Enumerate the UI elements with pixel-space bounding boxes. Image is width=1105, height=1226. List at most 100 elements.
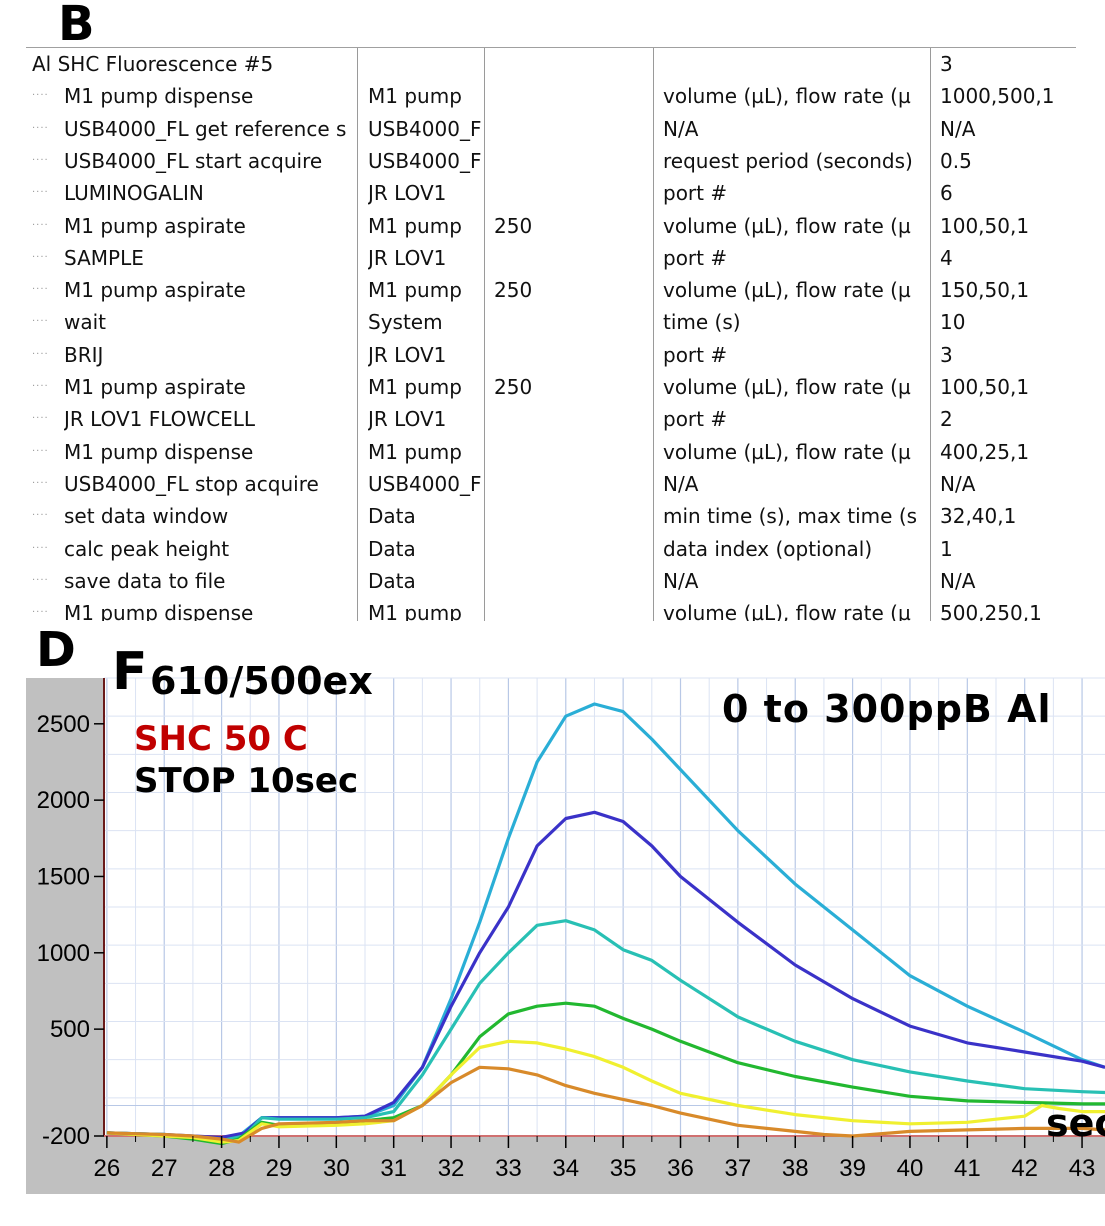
device-cell[interactable]: Data bbox=[368, 568, 416, 593]
sequence-row[interactable]: ···· M1 pump aspirate M1 pump 250 volume (µL… bbox=[26, 210, 1076, 242]
value-cell[interactable]: 2 bbox=[940, 407, 953, 432]
sequence-row[interactable]: ···· USB4000_FL start acquire USB4000_F req… bbox=[26, 145, 1076, 177]
value-cell[interactable]: 10 bbox=[940, 310, 966, 335]
param-name-cell[interactable]: volume (µL), flow rate (µ bbox=[663, 439, 911, 464]
device-cell[interactable]: M1 pump bbox=[368, 278, 462, 303]
param-cell[interactable] bbox=[494, 500, 654, 532]
param-cell[interactable] bbox=[494, 533, 654, 565]
value-cell[interactable]: 0.5 bbox=[940, 148, 972, 173]
step-name-cell[interactable]: M1 pump dispense bbox=[64, 439, 254, 464]
sequence-row[interactable]: ···· USB4000_FL stop acquire USB4000_F N/A N… bbox=[26, 468, 1076, 500]
param-cell[interactable] bbox=[494, 306, 654, 338]
device-cell[interactable]: JR LOV1 bbox=[368, 245, 447, 270]
device-cell[interactable]: M1 pump bbox=[368, 601, 462, 621]
param-name-cell[interactable]: time (s) bbox=[663, 310, 741, 335]
device-cell[interactable]: M1 pump bbox=[368, 375, 462, 399]
value-cell[interactable]: 500,250,1 bbox=[940, 601, 1042, 621]
step-name-cell[interactable]: M1 pump dispense bbox=[64, 84, 254, 109]
sequence-grid[interactable]: Al SHC Fluorescence #5 3 ···· M1 pump dispe… bbox=[26, 47, 1076, 621]
step-name-cell[interactable]: SAMPLE bbox=[64, 245, 144, 270]
param-cell[interactable] bbox=[494, 403, 654, 435]
param-cell[interactable] bbox=[494, 48, 654, 80]
sequence-row[interactable]: ···· wait System time (s) 10 bbox=[26, 306, 1076, 338]
value-cell[interactable]: 400,25,1 bbox=[940, 439, 1030, 464]
device-cell[interactable]: M1 pump bbox=[368, 84, 462, 109]
sequence-row[interactable]: ···· SAMPLE JR LOV1 port # 4 bbox=[26, 242, 1076, 274]
param-name-cell[interactable]: volume (µL), flow rate (µ bbox=[663, 278, 911, 303]
value-cell[interactable]: 3 bbox=[940, 52, 953, 76]
value-cell[interactable]: 100,50,1 bbox=[940, 375, 1030, 399]
param-name-cell[interactable]: N/A bbox=[663, 471, 699, 496]
param-name-cell[interactable]: port # bbox=[663, 181, 728, 206]
param-name-cell[interactable]: port # bbox=[663, 245, 728, 270]
param-cell[interactable] bbox=[494, 177, 654, 209]
step-name-cell[interactable]: LUMINOGALIN bbox=[64, 181, 204, 206]
device-cell[interactable]: Data bbox=[368, 536, 416, 561]
sequence-row[interactable]: ···· calc peak height Data data index (opti… bbox=[26, 533, 1076, 565]
sequence-row[interactable]: ···· save data to file Data N/A N/A bbox=[26, 565, 1076, 597]
value-cell[interactable]: N/A bbox=[940, 471, 976, 496]
step-name-cell[interactable]: USB4000_FL start acquire bbox=[64, 148, 323, 173]
value-cell[interactable]: 3 bbox=[940, 342, 953, 367]
step-name-cell[interactable]: M1 pump aspirate bbox=[64, 375, 246, 399]
param-cell[interactable] bbox=[494, 565, 654, 597]
param-cell[interactable] bbox=[494, 113, 654, 145]
param-cell[interactable] bbox=[494, 339, 654, 371]
param-name-cell[interactable]: data index (optional) bbox=[663, 536, 873, 561]
sequence-row[interactable]: ···· LUMINOGALIN JR LOV1 port # 6 bbox=[26, 177, 1076, 209]
sequence-row[interactable]: ···· USB4000_FL get reference s USB4000_F N… bbox=[26, 113, 1076, 145]
sequence-row[interactable]: ···· BRIJ JR LOV1 port # 3 bbox=[26, 339, 1076, 371]
value-cell[interactable]: 100,50,1 bbox=[940, 213, 1030, 238]
step-name-cell[interactable]: JR LOV1 FLOWCELL bbox=[64, 407, 256, 432]
column-divider[interactable] bbox=[357, 48, 358, 621]
step-name-cell[interactable]: calc peak height bbox=[64, 536, 230, 561]
value-cell[interactable]: 6 bbox=[940, 181, 953, 206]
step-name-cell[interactable]: save data to file bbox=[64, 568, 226, 593]
step-name-cell[interactable]: M1 pump aspirate bbox=[64, 278, 246, 303]
step-name-cell[interactable]: set data window bbox=[64, 504, 229, 529]
value-cell[interactable]: 150,50,1 bbox=[940, 278, 1030, 303]
param-name-cell[interactable]: volume (µL), flow rate (µ bbox=[663, 601, 911, 621]
param-name-cell[interactable]: port # bbox=[663, 342, 728, 367]
value-cell[interactable]: 1000,500,1 bbox=[940, 84, 1055, 109]
value-cell[interactable]: 32,40,1 bbox=[940, 504, 1017, 529]
device-cell[interactable]: JR LOV1 bbox=[368, 181, 447, 206]
device-cell[interactable]: USB4000_F bbox=[368, 471, 482, 496]
value-cell[interactable]: 4 bbox=[940, 245, 953, 270]
param-name-cell[interactable]: min time (s), max time (s bbox=[663, 504, 918, 529]
device-cell[interactable] bbox=[368, 48, 484, 80]
param-cell[interactable] bbox=[494, 145, 654, 177]
sequence-row[interactable]: ···· JR LOV1 FLOWCELL JR LOV1 port # 2 bbox=[26, 403, 1076, 435]
step-name-cell[interactable]: USB4000_FL get reference s bbox=[64, 116, 347, 141]
param-name-cell[interactable]: volume (µL), flow rate (µ bbox=[663, 213, 911, 238]
param-name-cell[interactable]: N/A bbox=[663, 116, 699, 141]
sequence-row[interactable]: ···· set data window Data min time (s), max… bbox=[26, 500, 1076, 532]
sequence-row[interactable]: ···· M1 pump dispense M1 pump volume (µL), … bbox=[26, 597, 1076, 621]
param-name-cell[interactable]: request period (seconds) bbox=[663, 148, 913, 173]
step-name-cell[interactable]: USB4000_FL stop acquire bbox=[64, 471, 319, 496]
param-cell[interactable] bbox=[494, 468, 654, 500]
column-divider[interactable] bbox=[653, 48, 654, 621]
param-cell[interactable] bbox=[494, 597, 654, 621]
step-name-cell[interactable]: M1 pump dispense bbox=[64, 601, 254, 621]
sequence-root-row[interactable]: Al SHC Fluorescence #5 3 bbox=[26, 48, 1076, 80]
param-name-cell[interactable]: port # bbox=[663, 407, 728, 432]
device-cell[interactable]: System bbox=[368, 310, 443, 335]
column-divider[interactable] bbox=[484, 48, 485, 621]
value-cell[interactable]: N/A bbox=[940, 116, 976, 141]
sequence-row[interactable]: ···· M1 pump aspirate M1 pump 250 volume (µL… bbox=[26, 371, 1076, 403]
device-cell[interactable]: JR LOV1 bbox=[368, 342, 447, 367]
sequence-row[interactable]: ···· M1 pump dispense M1 pump volume (µL), … bbox=[26, 80, 1076, 112]
value-cell[interactable]: N/A bbox=[940, 568, 976, 593]
device-cell[interactable]: USB4000_F bbox=[368, 148, 482, 173]
param-name-cell[interactable]: N/A bbox=[663, 568, 699, 593]
device-cell[interactable]: USB4000_F bbox=[368, 116, 482, 141]
device-cell[interactable]: M1 pump bbox=[368, 439, 462, 464]
param-cell[interactable]: 250 bbox=[494, 213, 533, 238]
step-name-cell[interactable]: BRIJ bbox=[64, 342, 104, 367]
device-cell[interactable]: JR LOV1 bbox=[368, 407, 447, 432]
param-name-cell[interactable] bbox=[663, 48, 929, 80]
param-cell[interactable]: 250 bbox=[494, 375, 533, 399]
sequence-row[interactable]: ···· M1 pump aspirate M1 pump 250 volume (µL… bbox=[26, 274, 1076, 306]
sequence-row[interactable]: ···· M1 pump dispense M1 pump volume (µL), … bbox=[26, 436, 1076, 468]
